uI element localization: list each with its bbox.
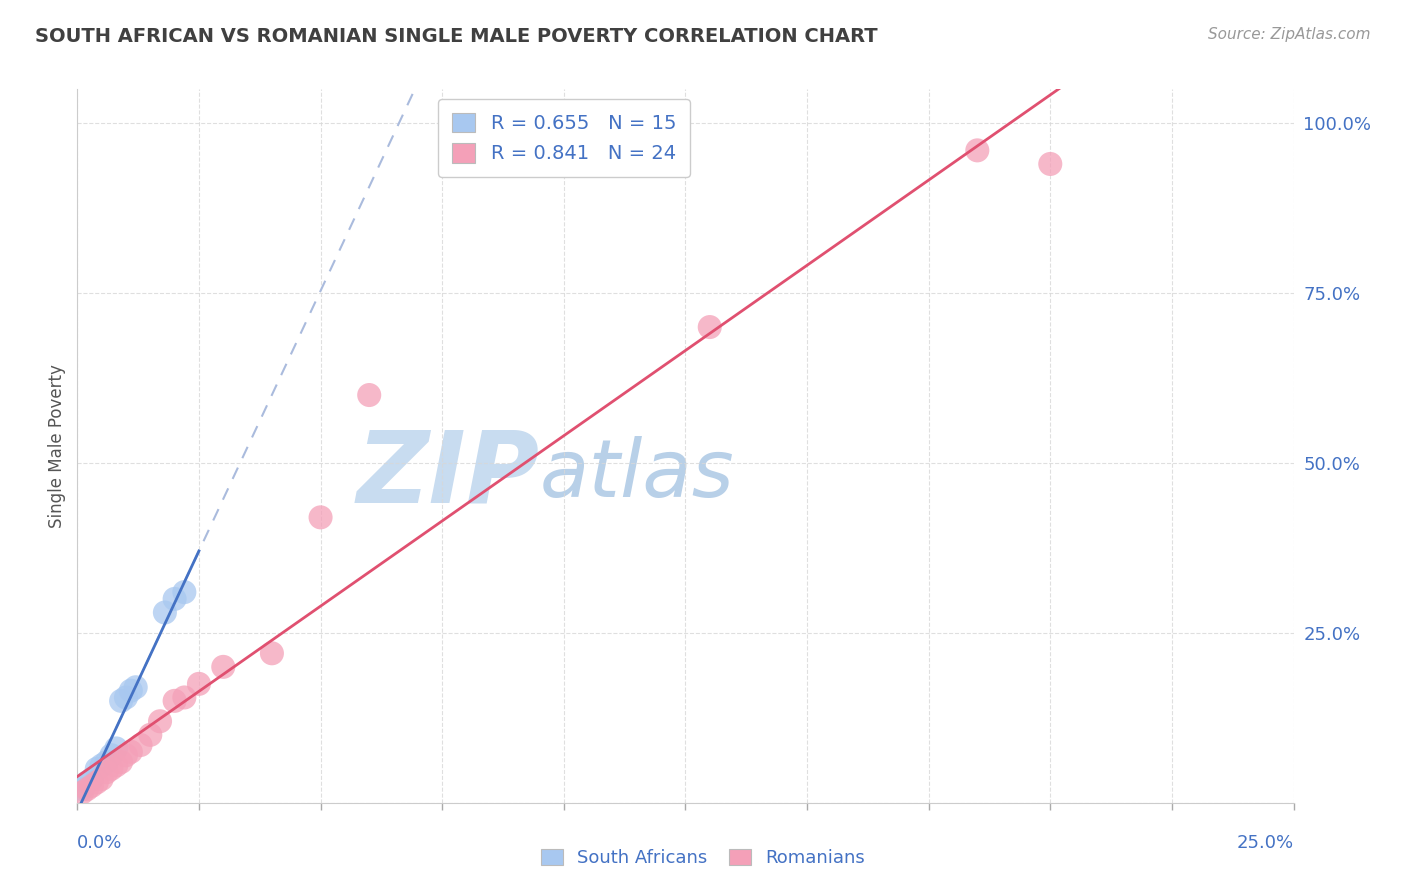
Point (105, 741, 128, 756)
Legend: R = 0.655   N = 15, R = 0.841   N = 24: R = 0.655 N = 15, R = 0.841 N = 24 (439, 99, 689, 177)
Point (76, 782, 98, 797)
Point (96, 755, 118, 769)
Point (70, 782, 93, 797)
Point (260, 646, 283, 660)
Point (163, 694, 186, 708)
Text: 0.0%: 0.0% (77, 834, 122, 852)
Point (1039, 157, 1062, 171)
Text: SOUTH AFRICAN VS ROMANIAN SINGLE MALE POVERTY CORRELATION CHART: SOUTH AFRICAN VS ROMANIAN SINGLE MALE PO… (35, 27, 877, 45)
Point (100, 762, 122, 776)
Text: ZIP: ZIP (357, 426, 540, 523)
Point (86, 775, 108, 789)
Point (173, 585, 195, 599)
Point (139, 728, 162, 742)
Point (966, 144, 988, 158)
Point (100, 748, 122, 763)
Point (110, 694, 132, 708)
Point (153, 606, 176, 620)
Point (212, 660, 235, 674)
Point (76, 775, 98, 789)
Text: Source: ZipAtlas.com: Source: ZipAtlas.com (1208, 27, 1371, 42)
Point (188, 677, 211, 691)
Point (115, 748, 138, 763)
Text: 25.0%: 25.0% (1236, 834, 1294, 852)
Point (149, 714, 172, 729)
Point (110, 755, 132, 769)
Point (699, 320, 721, 334)
Legend: South Africans, Romanians: South Africans, Romanians (534, 841, 872, 874)
Point (125, 680, 148, 694)
Point (80, 772, 103, 786)
Point (70, 786, 93, 800)
Point (173, 690, 195, 705)
Text: atlas: atlas (540, 435, 734, 514)
Point (120, 683, 142, 698)
Point (359, 388, 381, 402)
Point (120, 745, 142, 759)
Point (96, 765, 118, 780)
Y-axis label: Single Male Poverty: Single Male Poverty (48, 364, 66, 528)
Point (90, 772, 112, 786)
Point (309, 510, 332, 524)
Point (115, 690, 138, 705)
Point (86, 762, 108, 776)
Point (129, 738, 152, 752)
Point (90, 758, 112, 772)
Point (105, 758, 128, 772)
Point (163, 591, 186, 606)
Point (80, 779, 103, 793)
